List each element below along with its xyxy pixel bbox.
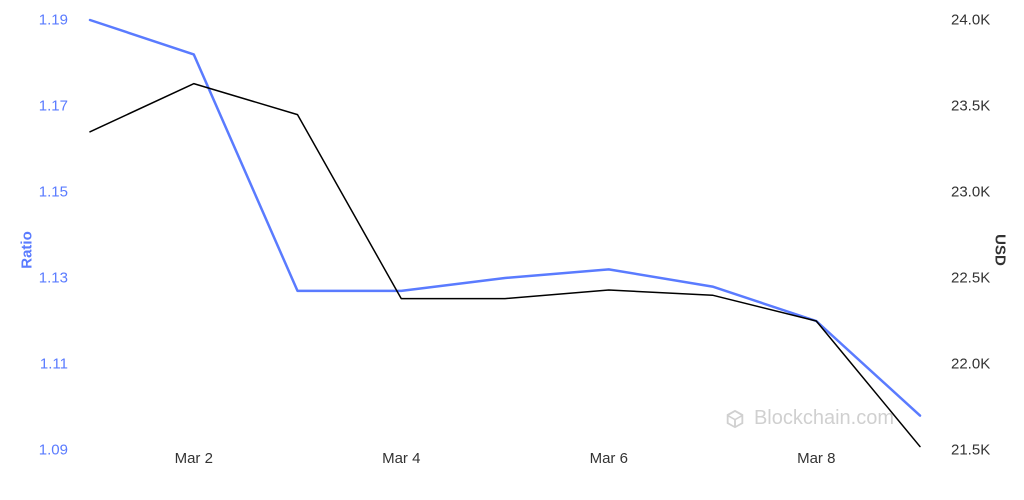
x-axis: Mar 2 Mar 4 Mar 6 Mar 8 [90,450,920,480]
x-tick: Mar 6 [590,450,628,467]
x-tick: Mar 2 [175,450,213,467]
y-tick-right: 23.5K [951,98,990,115]
y-tick-left: 1.15 [39,184,68,201]
y-tick-left: 1.09 [39,442,68,459]
series-ratio [90,20,920,416]
y-tick-left: 1.19 [39,12,68,29]
x-tick: Mar 4 [382,450,420,467]
chart-container: Ratio USD 1.091.111.131.151.171.19 21.5K… [0,0,1024,500]
series-usd [90,84,920,447]
y-tick-left: 1.17 [39,98,68,115]
y-axis-left: 1.091.111.131.151.171.19 [0,20,80,450]
plot-area [90,20,920,450]
y-tick-right: 22.5K [951,270,990,287]
x-tick: Mar 8 [797,450,835,467]
y-tick-right: 21.5K [951,442,990,459]
blockchain-icon [724,408,746,430]
y-tick-left: 1.11 [40,356,68,373]
y-tick-right: 23.0K [951,184,990,201]
chart-lines [90,20,920,450]
watermark-text: Blockchain.com [754,407,894,430]
y-tick-left: 1.13 [39,270,68,287]
watermark: Blockchain.com [724,407,894,430]
y-tick-right: 22.0K [951,356,990,373]
y-tick-right: 24.0K [951,12,990,29]
y-axis-right: 21.5K22.0K22.5K23.0K23.5K24.0K [939,20,1024,450]
